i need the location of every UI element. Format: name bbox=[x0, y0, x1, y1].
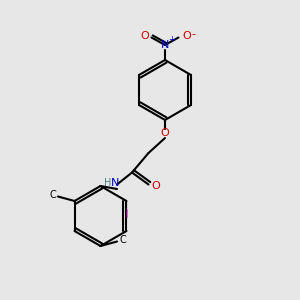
Text: O: O bbox=[160, 128, 169, 139]
Text: O: O bbox=[152, 181, 160, 191]
Text: I: I bbox=[125, 208, 128, 221]
Text: H: H bbox=[104, 178, 112, 188]
Text: C: C bbox=[49, 190, 56, 200]
Text: C: C bbox=[119, 235, 126, 245]
Text: N: N bbox=[161, 40, 169, 50]
Text: O: O bbox=[182, 31, 191, 41]
Text: O: O bbox=[140, 31, 149, 41]
Text: N: N bbox=[111, 178, 120, 188]
Text: +: + bbox=[168, 35, 175, 44]
Text: -: - bbox=[191, 29, 196, 40]
